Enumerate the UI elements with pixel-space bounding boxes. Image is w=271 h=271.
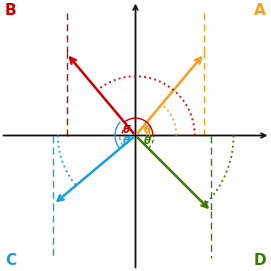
- Text: A: A: [254, 4, 266, 18]
- Text: B: B: [5, 4, 17, 18]
- Text: θ̅: θ̅: [123, 125, 130, 135]
- Text: θ̅: θ̅: [144, 136, 151, 146]
- Text: θ̅: θ̅: [123, 136, 130, 146]
- Text: C: C: [5, 253, 17, 267]
- Text: D: D: [254, 253, 266, 267]
- Text: θ: θ: [144, 125, 151, 135]
